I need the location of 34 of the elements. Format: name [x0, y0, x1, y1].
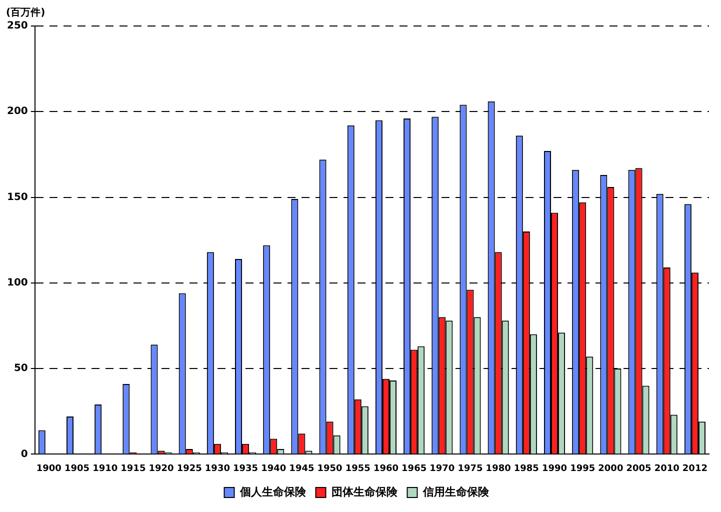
- x-tick-label: 1910: [92, 464, 118, 474]
- x-tick-label: 1980: [486, 464, 511, 474]
- x-tick-label: 1900: [36, 464, 62, 474]
- x-tick-label: 2010: [654, 464, 680, 474]
- x-tick-label: 1920: [148, 464, 174, 474]
- x-tick-label: 2005: [626, 464, 652, 474]
- y-axis-title: (百万件): [6, 6, 46, 19]
- x-tick-label: 1950: [317, 464, 342, 474]
- y-tick-label: 150: [7, 192, 28, 203]
- x-tick-label: 1965: [402, 464, 427, 474]
- y-tick-label: 200: [7, 106, 28, 118]
- x-tick-label: 1930: [204, 464, 230, 474]
- y-tick-label: 250: [7, 20, 28, 32]
- x-tick-label: 1975: [458, 464, 483, 474]
- x-tick-label: 1955: [345, 464, 370, 474]
- x-tick-label: 1945: [289, 464, 314, 474]
- x-tick-label: 1940: [261, 464, 286, 474]
- legend-label: 信用生命保険: [422, 485, 490, 498]
- x-tick-label: 1905: [64, 464, 90, 474]
- legend-label: 団体生命保険: [331, 485, 398, 498]
- x-tick-label: 1960: [373, 464, 399, 474]
- x-tick-label: 2000: [598, 464, 624, 474]
- x-tick-label: 1915: [120, 464, 146, 474]
- x-tick-label: 2012: [682, 464, 708, 474]
- x-tick-label: 1935: [233, 464, 258, 474]
- legend-label: 個人生命保険: [238, 485, 307, 498]
- x-tick-label: 1985: [514, 464, 539, 474]
- y-tick-label: 100: [7, 278, 28, 289]
- x-tick-label: 1970: [430, 464, 455, 474]
- y-tick-label: 0: [20, 448, 28, 460]
- x-tick-label: 1925: [176, 464, 202, 474]
- y-tick-label: 50: [14, 363, 28, 374]
- x-tick-label: 1990: [542, 464, 568, 474]
- x-tick-label: 1995: [570, 464, 596, 474]
